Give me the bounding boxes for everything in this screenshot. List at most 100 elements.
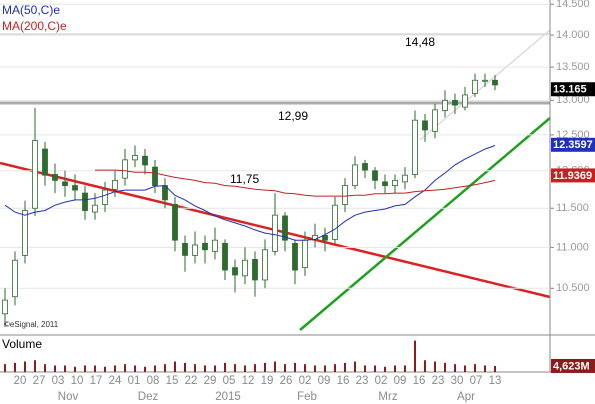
volume-bar	[284, 364, 286, 372]
x-tick-label: 10	[71, 375, 84, 387]
x-tick-label: 09	[394, 375, 407, 387]
volume-bar	[444, 362, 446, 372]
candle-body	[82, 192, 88, 211]
candle-body	[262, 249, 268, 281]
candle-body	[392, 179, 398, 186]
volume-bar	[314, 365, 316, 372]
price-marker	[551, 82, 595, 97]
candle-body	[122, 159, 128, 179]
x-tick-label: 27	[33, 375, 46, 387]
x-tick-label: 07	[470, 375, 483, 387]
volume-bar	[454, 364, 456, 372]
candle-body	[302, 239, 308, 268]
y-tick-label: 13.000	[556, 94, 590, 106]
candle-body	[212, 239, 218, 252]
ma-line	[95, 169, 496, 197]
volume-bar	[464, 365, 466, 372]
month-label: Mrz	[378, 391, 397, 403]
month-label: 2015	[215, 391, 241, 403]
candle-body	[482, 79, 488, 82]
x-tick-label: 15	[166, 375, 179, 387]
candle-body	[402, 174, 408, 183]
candle-body	[352, 164, 358, 186]
price-marker-label: 11.9369	[553, 170, 592, 182]
candle-body	[12, 259, 18, 298]
candle-body	[32, 140, 38, 209]
volume-bar	[184, 362, 186, 372]
candle-body	[142, 155, 148, 166]
ma-line	[4, 145, 496, 241]
volume-bar	[44, 364, 46, 372]
volume-bar	[424, 360, 426, 372]
volume-bar	[4, 364, 6, 372]
price-marker-label: 12.3597	[553, 139, 593, 151]
candle-body	[22, 210, 28, 256]
candle-body	[292, 242, 298, 271]
candle-body	[152, 166, 158, 186]
y-tick-label: 11.000	[556, 241, 589, 253]
volume-bar	[294, 362, 296, 372]
volume-bar	[54, 365, 56, 372]
candle-body	[242, 259, 248, 277]
volume-title: Volume	[2, 337, 42, 351]
x-tick-label: 24	[109, 375, 122, 387]
candle-body	[472, 79, 478, 94]
volume-bar	[194, 364, 196, 372]
x-tick-label: 26	[280, 375, 293, 387]
y-tick-label: 14.500	[556, 0, 590, 10]
candle-body	[442, 99, 448, 111]
x-tick-label: 02	[375, 375, 388, 387]
x-tick-label: 13	[489, 375, 502, 387]
volume-bar	[394, 365, 396, 372]
y-tick-label: 12.500	[556, 129, 590, 141]
candle-body	[102, 189, 108, 205]
volume-bar	[344, 362, 346, 372]
legend-entry: MA(200,C)e	[2, 19, 67, 33]
x-tick-label: 23	[432, 375, 445, 387]
x-tick-label: 05	[223, 375, 236, 387]
x-tick-label: 19	[261, 375, 274, 387]
volume-bar	[304, 364, 306, 372]
y-tick-label: 10.500	[556, 282, 590, 294]
x-tick-label: 01	[128, 375, 141, 387]
candle-body	[322, 235, 328, 241]
candle-body	[422, 120, 428, 131]
candle-body	[432, 109, 438, 132]
volume-marker	[551, 358, 595, 373]
volume-bar	[174, 361, 176, 372]
volume-bar	[94, 365, 96, 372]
candle-body	[72, 185, 78, 191]
x-tick-label: 16	[413, 375, 426, 387]
x-tick-label: 03	[52, 375, 65, 387]
month-label: Apr	[457, 391, 475, 403]
price-marker	[551, 168, 595, 183]
annotation: 12,99	[278, 109, 308, 123]
candle-body	[342, 185, 348, 205]
x-tick-label: 30	[451, 375, 464, 387]
x-tick-label: 08	[147, 375, 160, 387]
volume-bar	[354, 361, 356, 372]
volume-bar	[264, 362, 266, 372]
volume-bar	[84, 365, 86, 372]
x-tick-label: 23	[356, 375, 369, 387]
volume-bar	[214, 365, 216, 372]
candle-body	[222, 242, 228, 271]
candle-body	[252, 259, 258, 281]
volume-bar	[494, 365, 496, 372]
candle-body	[202, 242, 208, 251]
candle-body	[172, 204, 178, 241]
x-tick-label: 09	[318, 375, 331, 387]
volume-bar	[414, 340, 416, 372]
candle-body	[282, 215, 288, 241]
volume-bar	[224, 362, 226, 372]
volume-bar	[24, 361, 26, 372]
candle-body	[52, 174, 58, 181]
candle-body	[182, 242, 188, 256]
volume-bar	[254, 364, 256, 372]
candle-body	[92, 204, 98, 213]
volume-bar	[14, 362, 16, 372]
candle-body	[112, 179, 118, 190]
volume-bar	[164, 364, 166, 372]
